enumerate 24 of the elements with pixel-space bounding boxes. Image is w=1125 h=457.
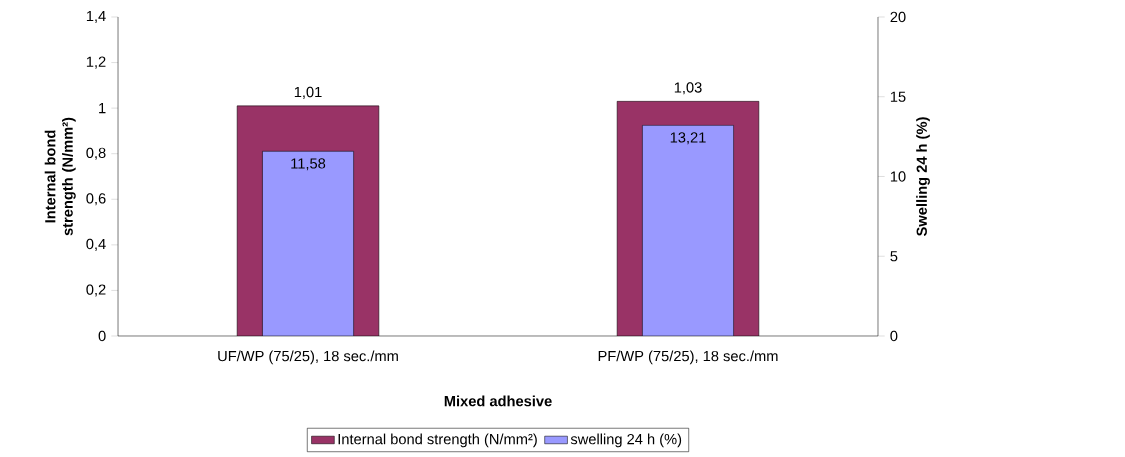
y2-tick-label: 5 [890,251,898,262]
y-tick-label: 0,4 [86,238,106,251]
y-tick-label: 0,2 [86,284,106,297]
data-label: 1,01 [294,86,322,99]
y-axis-title: Internal bond strength (N/mm²) [44,117,76,236]
x-tick-label: UF/WP (75/25), 18 sec./mm [218,350,398,365]
y2-axis-title: Swelling 24 h (%) [916,117,930,236]
x-axis-title: Mixed adhesive [444,395,552,407]
y2-tick-label: 15 [890,91,906,102]
legend-label: Internal bond strength (N/mm²) [338,433,537,448]
y-tick-label: 1 [99,103,106,114]
data-label: 11,58 [291,158,326,171]
y-tick-label: 0,8 [86,147,106,160]
y-tick-label: 1,2 [86,56,106,69]
y-tick-label: 0 [98,330,106,342]
legend-label: swelling 24 h (%) [570,433,682,448]
y-tick-label: 1,4 [86,11,106,23]
y2-tick-label: 20 [890,11,906,23]
data-label: 13,21 [670,132,706,145]
data-label: 1,03 [674,82,702,95]
y-tick-label: 0,6 [86,193,106,206]
y2-tick-label: 10 [890,171,906,182]
x-tick-label: PF/WP (75/25), 18 sec./mm [598,350,778,365]
y2-tick-label: 0 [890,330,898,342]
